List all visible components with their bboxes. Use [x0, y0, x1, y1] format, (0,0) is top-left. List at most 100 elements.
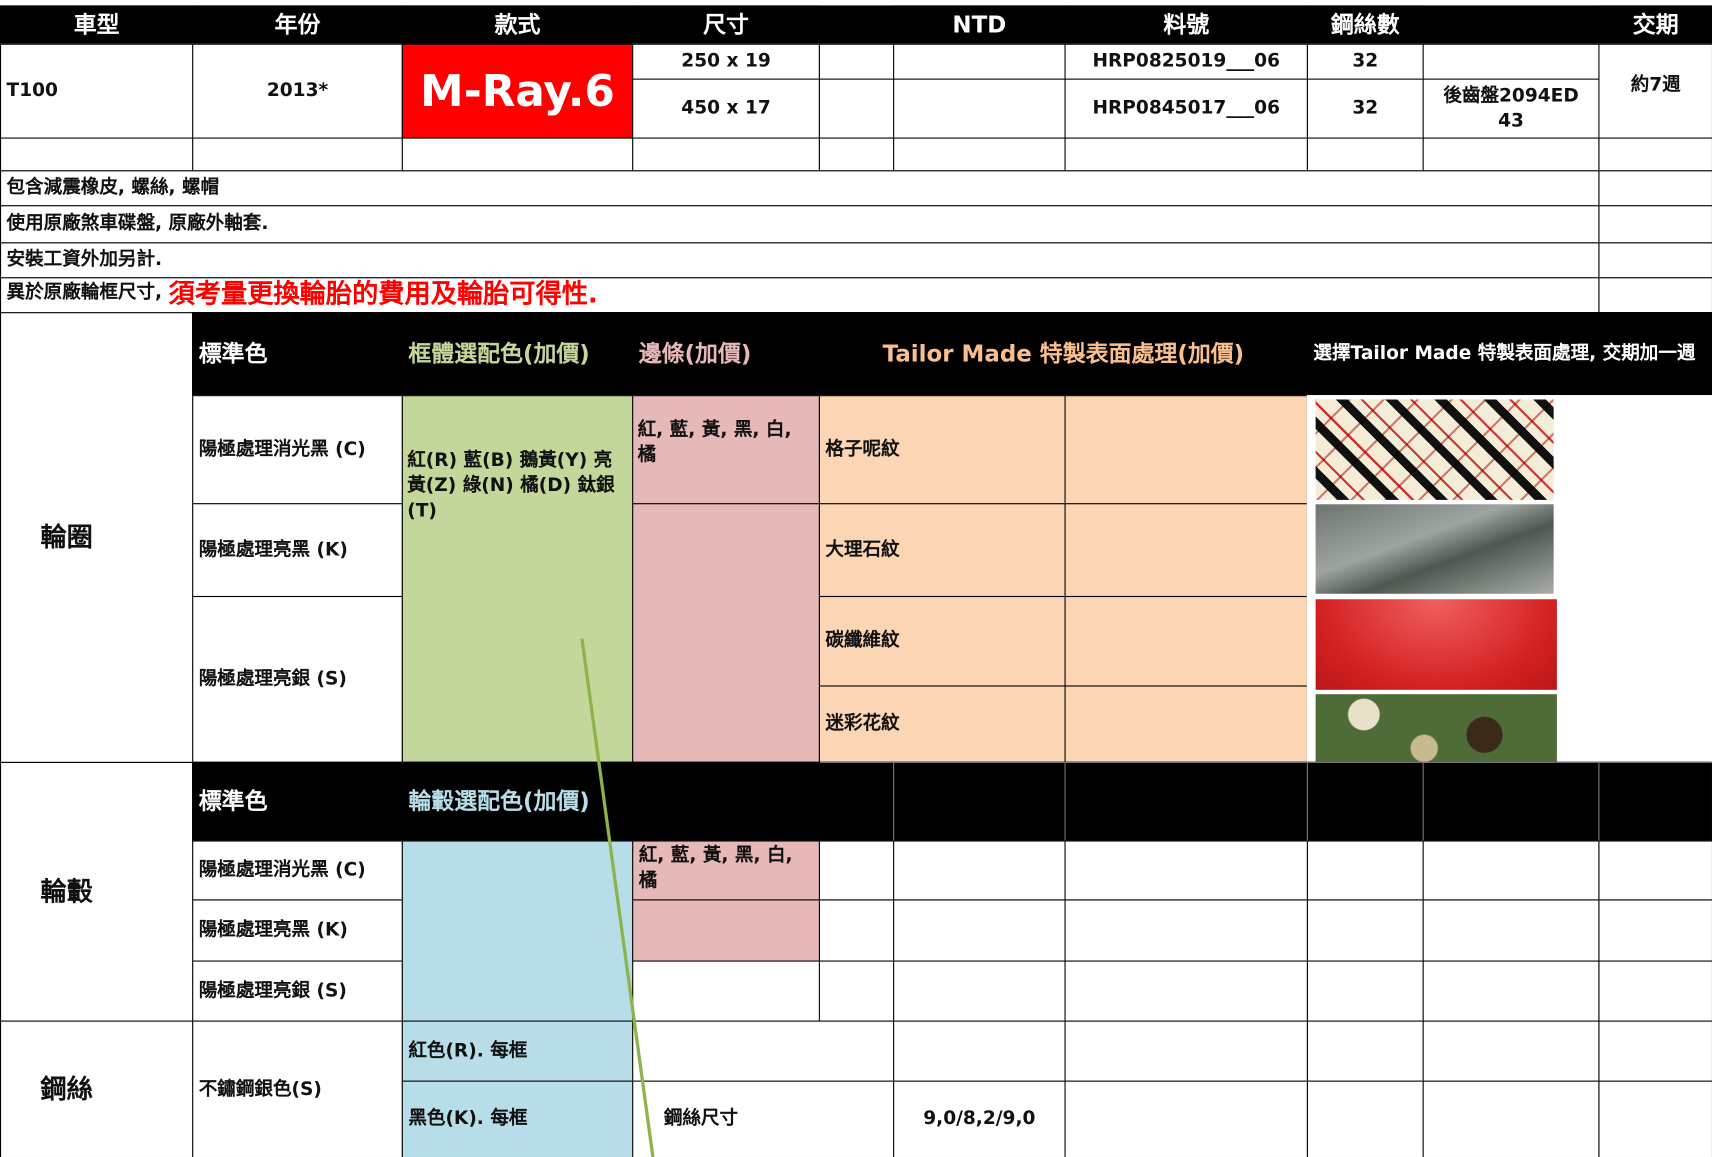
cell — [893, 43, 1066, 80]
cell — [893, 960, 1066, 1022]
header-cell: 鋼絲數 — [1306, 5, 1424, 45]
marble-swatch — [1315, 504, 1554, 594]
edge-color-cell: 紅, 藍, 黃, 黑, 白, 橘 — [632, 395, 820, 505]
cell-text: 輪轂選配色(加價) — [408, 788, 590, 815]
cell — [1064, 761, 1308, 842]
cell-text: 後齒盤2094ED 43 — [1443, 84, 1579, 132]
cell — [818, 43, 895, 80]
cell-text: 款式 — [494, 11, 541, 39]
cell-text: 鋼絲 — [40, 1073, 93, 1105]
cell — [893, 137, 1066, 172]
cell — [1064, 685, 1308, 763]
cell — [1422, 761, 1600, 842]
warning-cell: 異於原廠輪框尺寸, 須考量更換輪胎的費用及輪胎可得性. — [0, 277, 1600, 314]
cell — [1064, 899, 1308, 962]
cell — [632, 137, 820, 172]
cell — [1598, 840, 1712, 901]
section-header-cell: 標準色 — [192, 761, 403, 842]
section-label: 輪圈 — [0, 312, 194, 763]
cell — [1306, 840, 1424, 901]
cell-text: 尺寸 — [703, 11, 749, 39]
warning-highlight: 須考量更換輪胎的費用及輪胎可得性. — [168, 278, 598, 309]
cell-text: 450 x 17 — [681, 97, 771, 120]
cell — [818, 899, 895, 962]
cell-text: 陽極處理亮黑 (K) — [198, 919, 348, 941]
cell — [1064, 395, 1308, 505]
style-cell: M-Ray.6 — [401, 43, 634, 139]
cell — [1598, 1020, 1712, 1082]
cell — [1064, 840, 1308, 901]
cell: 32 — [1306, 78, 1424, 139]
header-cell: 車型 — [0, 5, 194, 45]
edge-color-cell: 紅, 藍, 黃, 黑, 白, 橘 — [632, 840, 820, 901]
cell-text: 2013* — [266, 79, 329, 102]
cell-text: 迷彩花紋 — [825, 712, 900, 735]
cell-text: 陽極處理消光黑 (C) — [198, 859, 366, 881]
cell — [401, 840, 634, 1022]
cell — [893, 899, 1066, 962]
cell — [818, 78, 895, 139]
cell-text: 大理石紋 — [825, 538, 900, 561]
cell: 陽極處理亮黑 (K) — [192, 503, 403, 598]
cell — [1598, 277, 1712, 314]
header-cell: NTD — [893, 5, 1066, 45]
cell-text: 約7週 — [1630, 74, 1681, 97]
section-header-cell: 框體選配色(加價) — [401, 312, 634, 397]
cell — [1422, 899, 1600, 962]
cell: 陽極處理亮銀 (S) — [192, 595, 403, 763]
cell: 2013* — [192, 43, 403, 139]
cell: HRP0845017___06 — [1064, 78, 1308, 139]
cell — [1306, 899, 1424, 962]
cell — [893, 840, 1066, 901]
cell — [1598, 205, 1712, 244]
cell — [1422, 137, 1600, 172]
cell — [1306, 137, 1424, 172]
cell-text: 紅, 藍, 黃, 黑, 白, 橘 — [637, 419, 792, 467]
cell: 約7週 — [1598, 43, 1712, 139]
cell: 不鏽鋼銀色(S) — [192, 1020, 403, 1157]
cell — [818, 960, 895, 1022]
cell — [1598, 899, 1712, 962]
cell — [632, 960, 820, 1022]
cell — [893, 1020, 1066, 1082]
cell — [0, 137, 194, 172]
cell — [1422, 960, 1600, 1022]
cell: 紅色(R). 每框 — [401, 1020, 634, 1082]
cell — [1598, 242, 1712, 279]
cell — [1598, 761, 1712, 842]
cell-text: 選擇Tailor Made 特製表面處理, 交期加一週 — [1313, 342, 1696, 365]
cell — [1306, 960, 1424, 1022]
cell: 後齒盤2094ED 43 — [1422, 78, 1600, 139]
cell — [893, 761, 1066, 842]
cell — [1064, 960, 1308, 1022]
cell-text: T100 — [6, 79, 58, 102]
camo-swatch — [1315, 694, 1557, 762]
cell — [1598, 1080, 1712, 1157]
cell-text: 不鏽鋼銀色(S) — [198, 1077, 322, 1100]
cell: HRP0825019___06 — [1064, 43, 1308, 80]
cell-text: 交期 — [1632, 11, 1679, 39]
cell-text: 標準色 — [198, 340, 268, 368]
cell-text: 陽極處理亮銀 (S) — [198, 668, 347, 690]
cell-text: 紅色(R). 每框 — [408, 1039, 528, 1062]
cell-text: 陽極處理消光黑 (C) — [198, 438, 366, 461]
cell-text: HRP0825019___06 — [1092, 50, 1280, 73]
cell — [1064, 1020, 1308, 1082]
cell — [818, 137, 895, 172]
finish-cell: 格子呢紋 — [818, 395, 1066, 505]
cell-text: M-Ray.6 — [420, 66, 615, 117]
cell — [1422, 840, 1600, 901]
cell — [1598, 170, 1712, 207]
cell — [1422, 43, 1600, 80]
cell-text: 料號 — [1163, 11, 1210, 39]
cell-text: 格子呢紋 — [825, 438, 900, 461]
cell-text: 陽極處理亮黑 (K) — [198, 538, 348, 561]
cell-text: 黑色(K). 每框 — [408, 1107, 528, 1130]
cell — [818, 761, 895, 842]
section-header-cell: 選擇Tailor Made 特製表面處理, 交期加一週 — [1306, 312, 1712, 397]
frame-color-cell: 紅(R) 藍(B) 鵝黃(Y) 亮黃(Z) 綠(N) 橘(D) 鈦銀(T) — [401, 395, 634, 763]
section-header-cell: 標準色 — [192, 312, 403, 397]
cell: 鋼絲尺寸 — [632, 1080, 895, 1157]
cell — [401, 137, 634, 172]
